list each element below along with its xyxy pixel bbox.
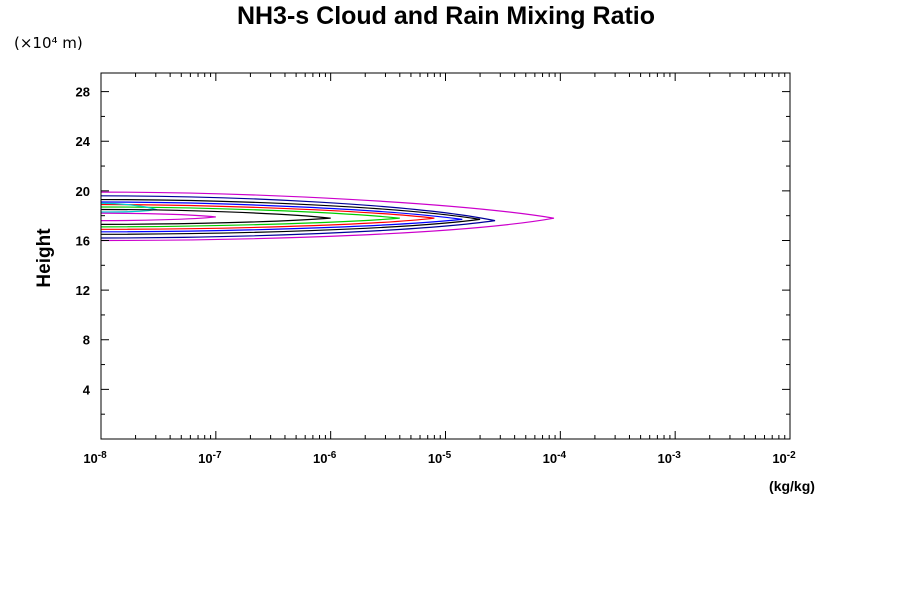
x-tick-label: 10-4 [543, 450, 567, 466]
contour-line [100, 198, 481, 235]
contour-line [100, 191, 555, 242]
y-tick-label: 4 [83, 382, 91, 397]
x-tick-label: 10-7 [198, 450, 222, 466]
contour-line [100, 208, 331, 225]
contour-line [100, 201, 463, 233]
contour-layer [100, 191, 555, 242]
x-tick-label: 10-6 [313, 450, 337, 466]
x-tick-label: 10-2 [772, 450, 796, 466]
x-axis-unit: (kg/kg) [769, 478, 815, 494]
y-tick-label: 28 [76, 85, 90, 100]
contour-line [100, 212, 216, 222]
contour-line [100, 203, 435, 230]
y-tick-label: 16 [76, 233, 90, 248]
x-tick-label: 10-3 [657, 450, 681, 466]
x-tick-label: 10-5 [428, 450, 452, 466]
y-unit-label: (×10⁴ m) [14, 34, 83, 52]
y-tick-label: 12 [76, 283, 90, 298]
contour-line [100, 195, 496, 239]
plot-frame [100, 72, 791, 440]
y-tick-label: 20 [76, 184, 90, 199]
tick-layer: 10-8 10-7 10-6 10-5 10-4 10-3 10-2 4 8 12 16 20 24 28 [76, 73, 796, 466]
chart-title: NH3-s Cloud and Rain Mixing Ratio [237, 2, 655, 30]
contour-line [100, 206, 400, 228]
y-axis-title: Height [34, 228, 55, 288]
x-tick-label: 10-8 [83, 450, 107, 466]
y-tick-label: 24 [76, 134, 91, 149]
y-tick-label: 8 [83, 333, 90, 348]
